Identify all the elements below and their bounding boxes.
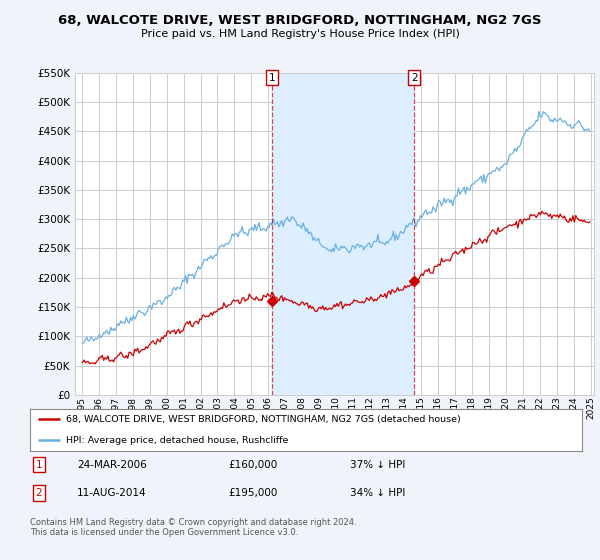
Text: HPI: Average price, detached house, Rushcliffe: HPI: Average price, detached house, Rush… <box>66 436 288 445</box>
Text: 2: 2 <box>35 488 42 498</box>
Text: 11-AUG-2014: 11-AUG-2014 <box>77 488 146 498</box>
Text: 1: 1 <box>268 73 275 83</box>
Text: 24-MAR-2006: 24-MAR-2006 <box>77 460 146 470</box>
Text: 68, WALCOTE DRIVE, WEST BRIDGFORD, NOTTINGHAM, NG2 7GS (detached house): 68, WALCOTE DRIVE, WEST BRIDGFORD, NOTTI… <box>66 415 461 424</box>
Text: Price paid vs. HM Land Registry's House Price Index (HPI): Price paid vs. HM Land Registry's House … <box>140 29 460 39</box>
Bar <box>272 73 414 395</box>
Text: £160,000: £160,000 <box>229 460 278 470</box>
Text: 1: 1 <box>35 460 42 470</box>
Text: 34% ↓ HPI: 34% ↓ HPI <box>350 488 406 498</box>
Text: £195,000: £195,000 <box>229 488 278 498</box>
Text: Contains HM Land Registry data © Crown copyright and database right 2024.
This d: Contains HM Land Registry data © Crown c… <box>30 518 356 538</box>
Text: 68, WALCOTE DRIVE, WEST BRIDGFORD, NOTTINGHAM, NG2 7GS: 68, WALCOTE DRIVE, WEST BRIDGFORD, NOTTI… <box>58 14 542 27</box>
Text: 2: 2 <box>411 73 418 83</box>
Text: 37% ↓ HPI: 37% ↓ HPI <box>350 460 406 470</box>
